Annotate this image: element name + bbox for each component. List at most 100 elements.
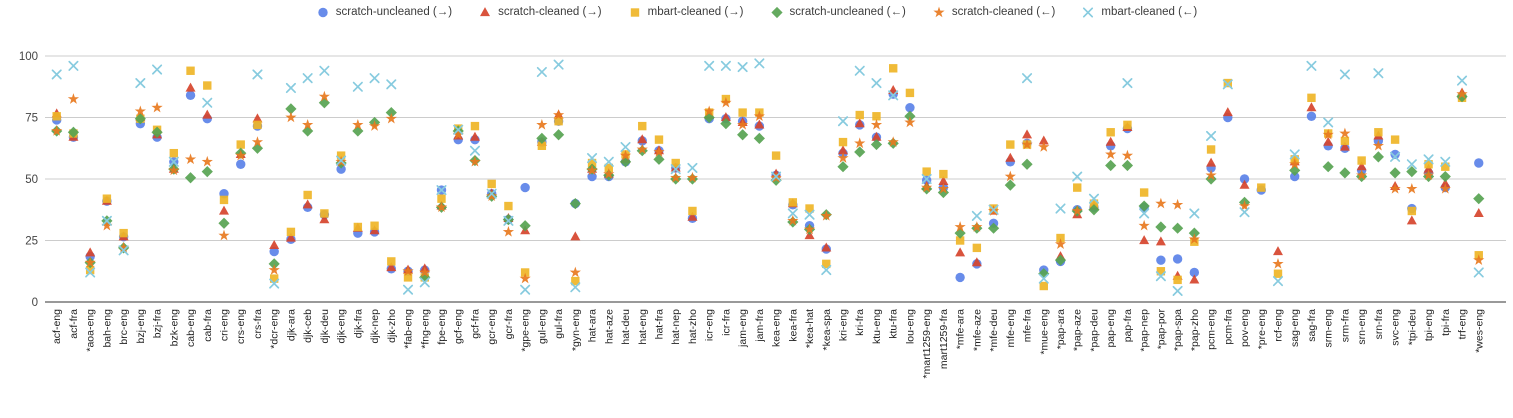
x-tick-label: djk-zho: [386, 309, 398, 343]
data-point: [251, 136, 264, 147]
data-point: [336, 164, 346, 174]
data-point: [904, 116, 916, 128]
data-point: [1473, 208, 1484, 218]
data-point: [1289, 158, 1301, 170]
data-point: [536, 118, 548, 130]
data-point: [368, 120, 381, 131]
data-point: [353, 222, 363, 232]
circle-marker-icon: [316, 5, 330, 19]
x-tick-label: srm-fra: [1339, 309, 1351, 342]
data-point: [905, 88, 915, 98]
data-point: [1056, 233, 1065, 243]
data-point: [486, 190, 498, 201]
data-point: [921, 181, 933, 193]
data-point: [753, 132, 765, 145]
data-point: [134, 105, 146, 117]
data-point: [638, 121, 647, 131]
x-tick-label: *mue-eng: [1038, 309, 1050, 355]
data-point: [1257, 183, 1266, 192]
x-tick-label: *mfe-aze: [971, 309, 983, 351]
data-point: [939, 169, 948, 179]
x-tick-label: *aoa-eng: [85, 309, 97, 352]
data-point: [1306, 60, 1317, 71]
x-tick-label: crs-eng: [235, 309, 247, 344]
x-tick-label: lou-eng: [904, 309, 916, 344]
data-point: [1474, 158, 1484, 168]
x-marker-icon: [1081, 5, 1095, 19]
data-point: [168, 164, 180, 176]
legend-label: scratch-cleaned (←): [951, 6, 1056, 18]
data-point: [971, 257, 982, 267]
data-point: [1205, 169, 1217, 181]
data-point: [135, 78, 146, 89]
data-point: [252, 69, 263, 80]
data-point: [1088, 193, 1100, 204]
data-point: [1273, 269, 1283, 278]
data-point: [653, 153, 665, 165]
data-point: [268, 264, 280, 275]
data-point: [570, 231, 581, 241]
data-point: [636, 143, 648, 155]
data-point: [653, 146, 665, 157]
data-point: [954, 221, 966, 232]
data-point: [654, 135, 664, 144]
x-tick-label: icr-fra: [720, 309, 732, 336]
data-point: [738, 108, 747, 117]
data-point: [536, 66, 547, 78]
legend-item: scratch-cleaned (→): [478, 5, 602, 19]
data-point: [269, 278, 280, 289]
data-point: [1105, 148, 1117, 160]
x-tick-label: *pap-nep: [1139, 309, 1151, 352]
data-point: [1004, 170, 1016, 182]
data-point: [67, 93, 80, 104]
x-tick-label: cab-fra: [202, 309, 214, 342]
data-point: [186, 66, 195, 75]
data-point: [151, 101, 163, 113]
data-point: [1424, 160, 1433, 169]
x-tick-label: mfe-eng: [1005, 309, 1017, 348]
data-point: [1373, 68, 1384, 79]
data-point: [587, 158, 597, 168]
data-point: [720, 112, 731, 122]
data-point: [435, 201, 448, 213]
x-tick-label: gcf-fra: [469, 309, 481, 339]
data-point: [1173, 275, 1182, 285]
data-point: [955, 236, 965, 245]
data-point: [737, 118, 749, 130]
data-point: [51, 125, 63, 136]
data-point: [1357, 156, 1366, 165]
data-point: [703, 105, 715, 117]
data-point: [1039, 281, 1048, 291]
data-point: [1071, 205, 1083, 216]
data-point: [1005, 152, 1016, 162]
data-point: [402, 265, 414, 277]
x-tick-label: srn-fra: [1373, 309, 1385, 339]
x-tick-label: svc-eng: [1390, 309, 1402, 346]
data-point: [937, 186, 949, 199]
x-tick-label: jam-fra: [754, 309, 766, 343]
data-point: [837, 161, 849, 173]
x-tick-label: ktu-fra: [888, 309, 900, 339]
data-point: [285, 232, 296, 242]
data-point: [988, 204, 999, 215]
data-point: [787, 214, 799, 226]
data-point: [720, 60, 731, 71]
data-point: [1390, 149, 1400, 160]
x-tick-label: trf-eng: [1457, 309, 1469, 340]
data-point: [553, 59, 564, 70]
legend-label: mbart-cleaned (←): [1101, 6, 1198, 18]
data-point: [1439, 170, 1451, 183]
x-tick-label: gcf-eng: [453, 309, 465, 344]
data-point: [504, 201, 513, 211]
data-point: [1473, 267, 1484, 278]
data-point: [553, 129, 565, 141]
x-tick-label: gul-fra: [553, 309, 565, 339]
data-point: [1356, 169, 1368, 181]
x-tick-label: *pap-deu: [1088, 309, 1100, 352]
x-tick-label: cab-eng: [185, 309, 197, 347]
x-tick-label: sag-eng: [1289, 309, 1301, 347]
data-point: [286, 227, 296, 237]
data-point: [587, 153, 598, 164]
data-point: [369, 73, 380, 84]
